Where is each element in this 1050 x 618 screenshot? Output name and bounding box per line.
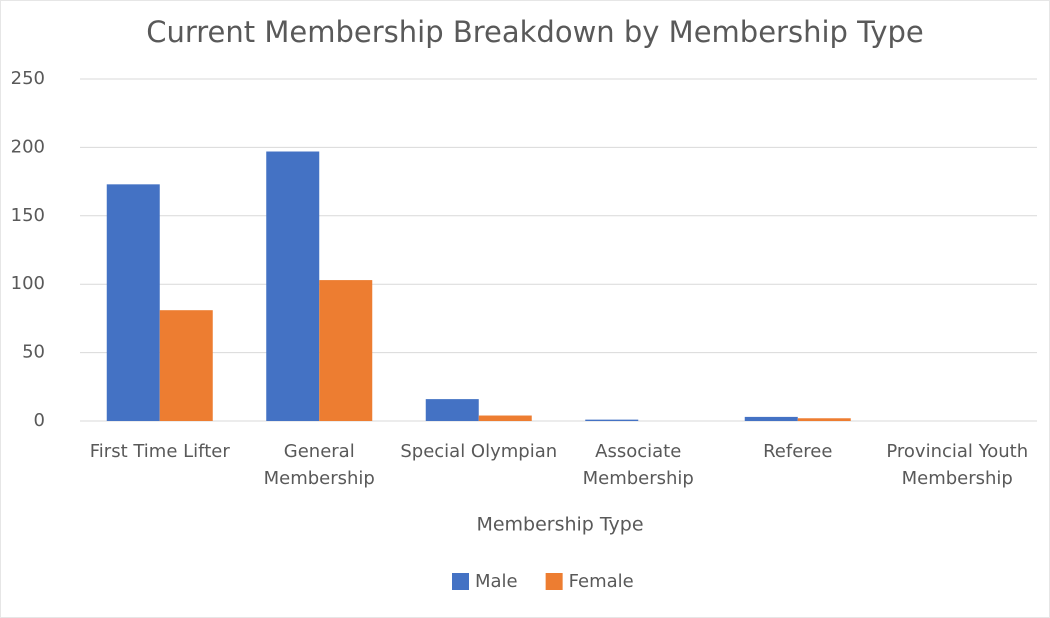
bar: [797, 418, 851, 421]
y-tick-label: 100: [11, 273, 45, 294]
bar: [585, 419, 639, 421]
legend-swatch: [545, 573, 563, 590]
chart-title: Current Membership Breakdown by Membersh…: [146, 15, 924, 49]
y-tick-label: 0: [34, 410, 45, 431]
legend-label: Male: [475, 571, 518, 592]
bar: [744, 416, 798, 421]
bar: [319, 280, 373, 421]
bar: [478, 415, 532, 421]
bar: [266, 151, 320, 421]
bar: [106, 184, 160, 421]
x-tick-label: Associate Membership: [582, 441, 694, 489]
x-tick-label: Special Olympian: [400, 441, 558, 462]
legend-swatch: [452, 573, 469, 590]
y-tick-label: 250: [11, 68, 45, 89]
bar: [425, 399, 479, 421]
bar: [159, 310, 213, 421]
x-tick-label: Provincial Youth Membership: [886, 441, 1029, 489]
y-tick-label: 50: [22, 342, 45, 363]
x-tick-label: Referee: [763, 441, 833, 462]
y-tick-label: 150: [11, 205, 45, 226]
x-tick-label: General Membership: [263, 441, 375, 489]
y-tick-label: 200: [11, 136, 45, 157]
legend-label: Female: [569, 571, 634, 592]
x-tick-label: First Time Lifter: [89, 441, 230, 462]
x-axis-title: Membership Type: [476, 514, 643, 536]
